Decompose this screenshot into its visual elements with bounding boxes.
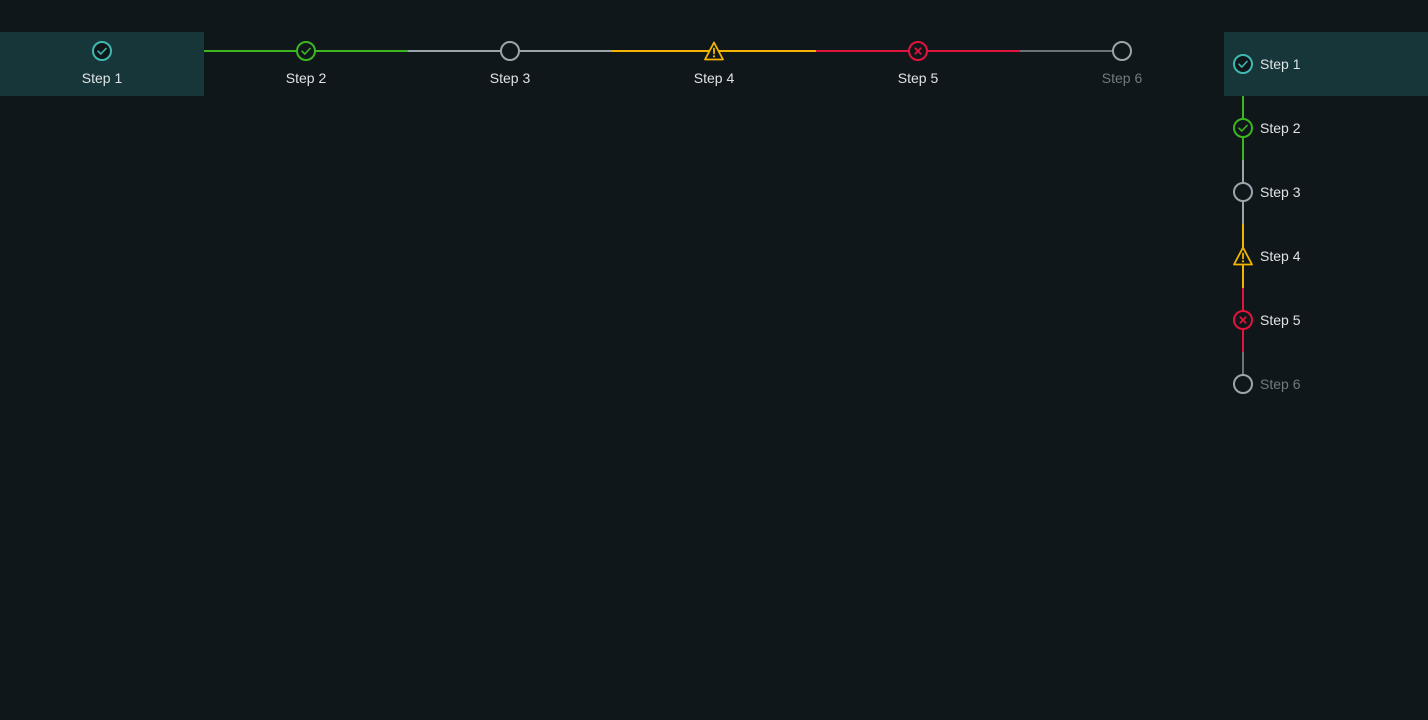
step-5[interactable]: Step 5 <box>1224 288 1428 352</box>
check-circle-icon <box>296 41 316 61</box>
step-label: Step 2 <box>285 70 327 86</box>
step-label: Step 2 <box>1260 120 1301 136</box>
check-circle-icon <box>92 41 112 61</box>
step-6: Step 6 <box>1224 352 1428 416</box>
step-2[interactable]: Step 2 <box>204 32 408 96</box>
empty-circle-icon <box>1233 182 1253 202</box>
step-1[interactable]: Step 1 <box>0 32 204 96</box>
connector-line <box>1242 352 1244 384</box>
step-1[interactable]: Step 1 <box>1224 32 1428 96</box>
empty-circle-icon <box>500 41 520 61</box>
step-4[interactable]: Step 4 <box>612 32 816 96</box>
step-3[interactable]: Step 3 <box>408 32 612 96</box>
step-4[interactable]: Step 4 <box>1224 224 1428 288</box>
step-6: Step 6 <box>1020 32 1224 96</box>
step-label: Step 5 <box>897 70 939 86</box>
step-label: Step 1 <box>81 70 123 86</box>
vertical-stepper: Step 1 Step 2 Step 3 <box>1224 32 1428 416</box>
connector-line <box>1020 50 1122 52</box>
step-label: Step 1 <box>1260 56 1301 72</box>
step-3[interactable]: Step 3 <box>1224 160 1428 224</box>
empty-circle-icon <box>1112 41 1132 61</box>
step-label: Step 6 <box>1260 376 1301 392</box>
step-5[interactable]: Step 5 <box>816 32 1020 96</box>
step-label: Step 4 <box>693 70 735 86</box>
horizontal-stepper: Step 1 Step 2 Step 3 <box>0 32 1224 96</box>
error-circle-icon <box>908 41 928 61</box>
step-2[interactable]: Step 2 <box>1224 96 1428 160</box>
warning-triangle-icon <box>1233 246 1253 266</box>
check-circle-icon <box>1233 54 1253 74</box>
warning-triangle-icon <box>704 41 724 61</box>
step-label: Step 4 <box>1260 248 1301 264</box>
error-circle-icon <box>1233 310 1253 330</box>
step-label: Step 6 <box>1101 70 1143 86</box>
check-circle-icon <box>1233 118 1253 138</box>
empty-circle-icon <box>1233 374 1253 394</box>
step-label: Step 3 <box>1260 184 1301 200</box>
step-label: Step 5 <box>1260 312 1301 328</box>
step-label: Step 3 <box>489 70 531 86</box>
